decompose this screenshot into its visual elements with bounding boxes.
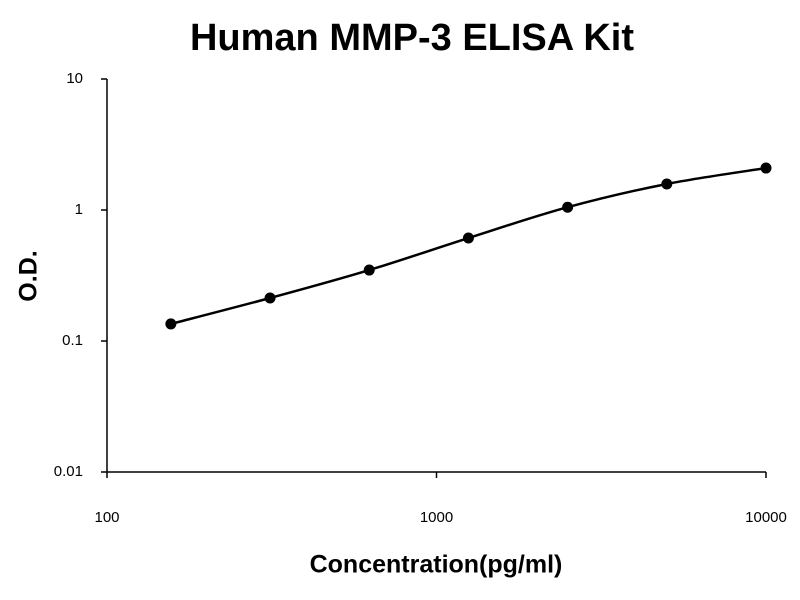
- chart-title: Human MMP-3 ELISA Kit: [190, 17, 634, 59]
- data-point: [760, 162, 772, 174]
- x-axis-label: Concentration(pg/ml): [310, 551, 563, 579]
- data-point: [661, 178, 673, 190]
- x-tick-label: 10000: [745, 509, 787, 526]
- x-tick-label: 100: [94, 509, 119, 526]
- data-point: [165, 318, 177, 330]
- y-tick-label: 1: [75, 201, 83, 218]
- y-tick-label: 0.1: [62, 332, 83, 349]
- x-tick-label: 1000: [420, 509, 453, 526]
- y-axis-label: O.D.: [15, 250, 43, 301]
- data-point: [363, 264, 375, 276]
- data-point: [562, 201, 574, 213]
- data-point: [264, 292, 276, 304]
- y-tick-label: 10: [66, 70, 83, 87]
- y-tick-label: 0.01: [54, 463, 83, 480]
- data-point: [462, 232, 474, 244]
